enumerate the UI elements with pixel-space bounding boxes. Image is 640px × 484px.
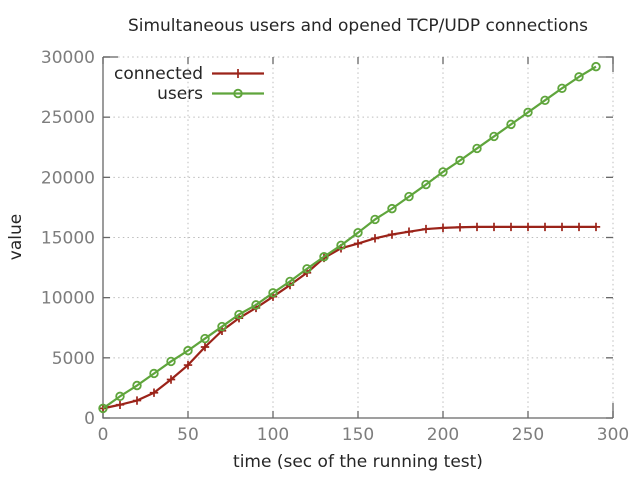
marker-plus-connected bbox=[370, 234, 380, 243]
marker-plus-connected bbox=[557, 222, 567, 232]
x-axis-label: time (sec of the running test) bbox=[233, 452, 483, 472]
marker-circle-users bbox=[472, 143, 482, 154]
y-tick-label: 0 bbox=[84, 409, 95, 429]
marker-plus-connected bbox=[200, 342, 210, 352]
marker-circle-users bbox=[98, 403, 108, 414]
marker-plus-connected bbox=[591, 222, 601, 232]
x-tick-label: 0 bbox=[98, 425, 109, 445]
y-axis-label: value bbox=[6, 214, 26, 260]
x-tick-label: 150 bbox=[342, 425, 374, 445]
series-layer bbox=[98, 61, 601, 414]
marker-plus-connected bbox=[404, 227, 414, 236]
marker-circle-users bbox=[540, 95, 550, 106]
marker-plus-connected bbox=[353, 239, 363, 248]
x-tick-label: 100 bbox=[257, 425, 289, 445]
marker-circle-users bbox=[574, 72, 584, 82]
chart-title: Simultaneous users and opened TCP/UDP co… bbox=[128, 16, 588, 36]
marker-circle-users bbox=[200, 333, 210, 344]
series-line-connected bbox=[102, 225, 596, 410]
marker-circle-users bbox=[132, 380, 142, 391]
legend: connected users bbox=[114, 64, 264, 104]
marker-plus-connected bbox=[472, 222, 482, 232]
marker-plus-connected bbox=[438, 223, 448, 233]
marker-circle-users bbox=[217, 321, 227, 332]
marker-circle-users bbox=[268, 288, 278, 298]
marker-circle-users bbox=[455, 155, 465, 166]
marker-circle-users bbox=[353, 227, 363, 238]
marker-plus-connected bbox=[540, 222, 550, 232]
legend-label-users: users bbox=[157, 84, 203, 104]
legend-circle-marker-icon bbox=[233, 88, 243, 99]
marker-circle-users bbox=[523, 107, 533, 118]
marker-circle-users bbox=[370, 214, 380, 225]
marker-circle-users bbox=[506, 119, 516, 130]
marker-circle-users bbox=[183, 345, 193, 356]
y-tick-label: 15000 bbox=[41, 229, 95, 249]
marker-circle-users bbox=[591, 61, 601, 72]
x-tick-label: 300 bbox=[597, 425, 629, 445]
marker-plus-connected bbox=[506, 222, 516, 232]
marker-circle-users bbox=[115, 391, 125, 402]
marker-plus-connected bbox=[421, 224, 431, 234]
marker-circle-users bbox=[387, 203, 397, 214]
marker-plus-connected bbox=[183, 360, 193, 370]
tick-label-layer: 0 50 100 150 200 250 300 0 5000 10000 15000 20000 25… bbox=[41, 48, 629, 445]
marker-circle-users bbox=[166, 356, 176, 367]
marker-plus-connected bbox=[387, 230, 397, 239]
y-tick-label: 20000 bbox=[41, 168, 95, 188]
marker-plus-connected bbox=[132, 396, 142, 405]
x-tick-label: 200 bbox=[427, 425, 459, 445]
corner-top-right bbox=[598, 56, 614, 72]
marker-plus-connected bbox=[149, 388, 159, 397]
legend-plus-marker-icon bbox=[233, 69, 243, 78]
marker-circle-users bbox=[302, 264, 312, 274]
marker-circle-users bbox=[319, 252, 329, 262]
y-tick-label: 5000 bbox=[52, 349, 95, 369]
marker-circle-users bbox=[557, 83, 567, 93]
x-tick-label: 250 bbox=[512, 425, 544, 445]
marker-circle-users bbox=[285, 276, 295, 287]
marker-circle-users bbox=[438, 167, 448, 177]
marker-circle-users bbox=[251, 300, 261, 310]
marker-circle-users bbox=[489, 131, 499, 142]
marker-circle-users bbox=[404, 191, 414, 202]
marker-plus-connected bbox=[166, 375, 176, 384]
marker-circle-users bbox=[234, 309, 244, 320]
marker-plus-connected bbox=[574, 222, 584, 232]
x-tick-label: 50 bbox=[177, 425, 199, 445]
marker-circle-users bbox=[336, 240, 346, 251]
marker-plus-connected bbox=[455, 223, 465, 232]
marker-plus-connected bbox=[115, 400, 125, 409]
y-tick-label: 10000 bbox=[41, 289, 95, 309]
tick-layer bbox=[102, 56, 614, 419]
legend-label-connected: connected bbox=[114, 64, 203, 84]
y-tick-label: 30000 bbox=[41, 48, 95, 68]
y-tick-label: 25000 bbox=[41, 108, 95, 128]
marker-circle-users bbox=[149, 368, 159, 379]
marker-circle-users bbox=[421, 179, 431, 190]
marker-plus-connected bbox=[489, 222, 499, 232]
marker-plus-connected bbox=[523, 222, 533, 232]
